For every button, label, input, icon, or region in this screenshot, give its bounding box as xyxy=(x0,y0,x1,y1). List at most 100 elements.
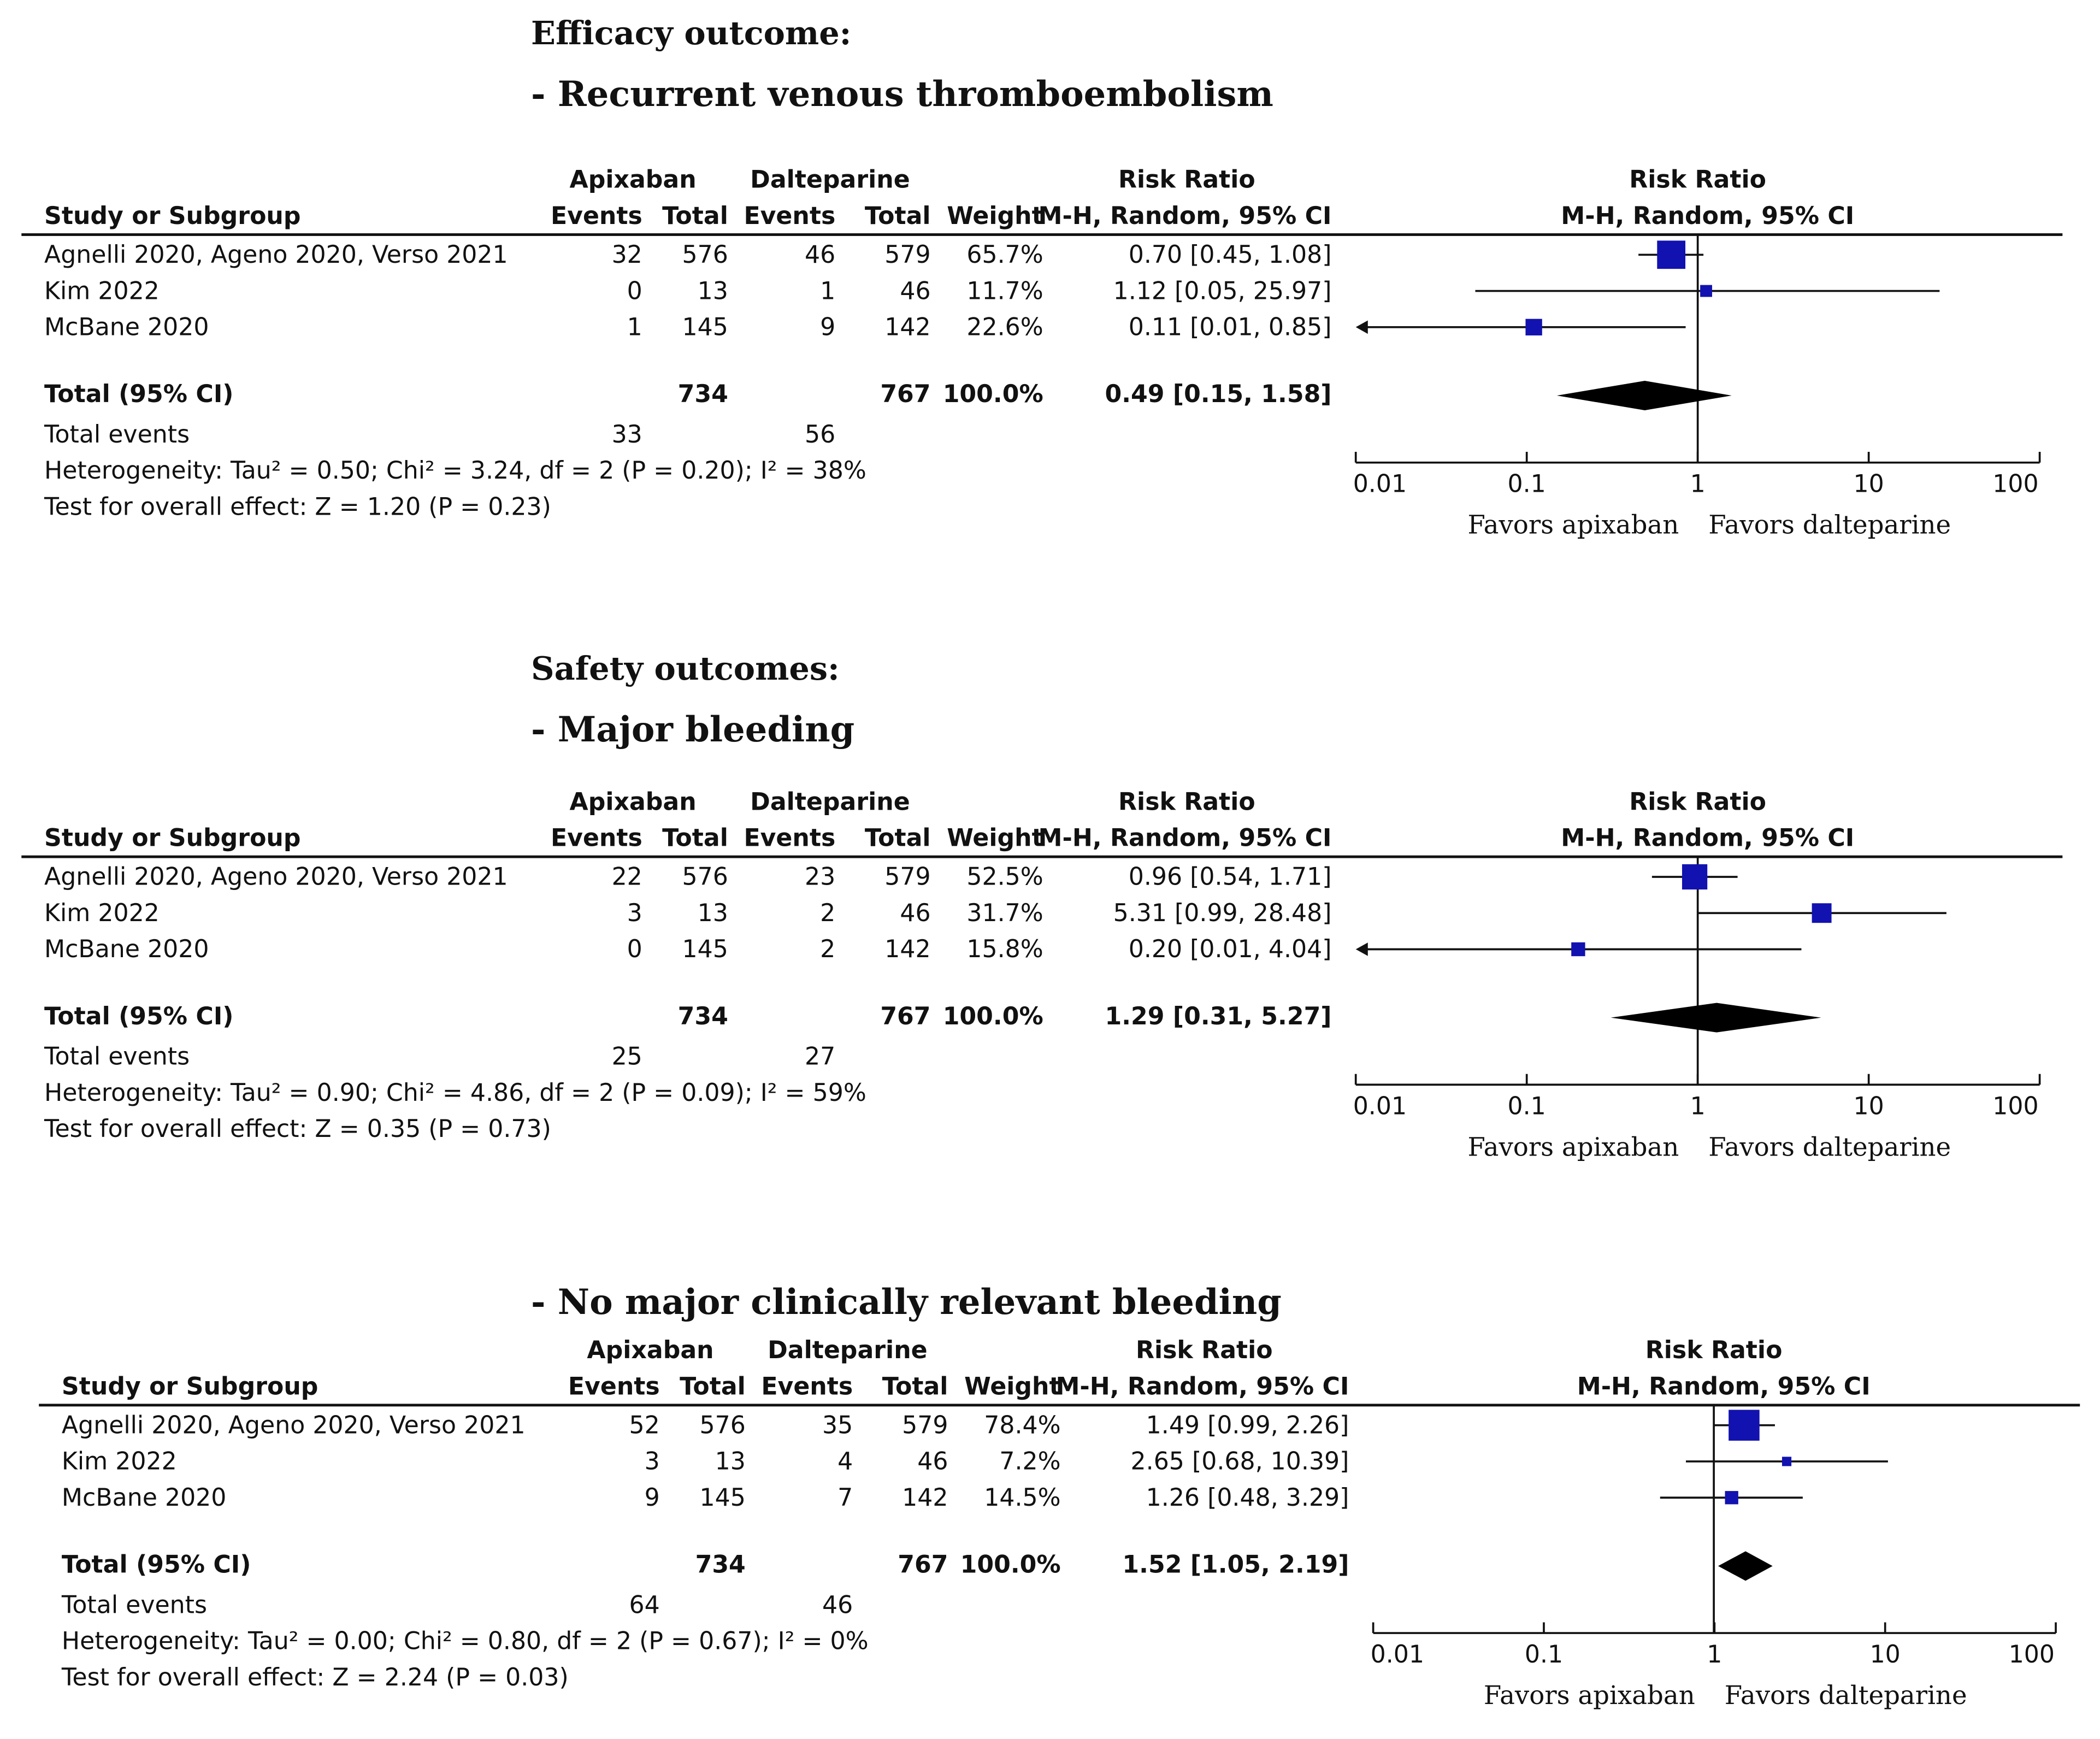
total-events1: 25 xyxy=(611,1043,642,1071)
pooled-ci-cell: 0.49 [0.15, 1.58] xyxy=(1105,380,1332,409)
total2-sum: 767 xyxy=(880,380,931,409)
study-column-header: Study or Subgroup xyxy=(44,824,301,853)
total-events1: 64 xyxy=(629,1591,660,1620)
pooled-diamond xyxy=(1556,380,1732,410)
rr-method-table-header: M-H, Random, 95% CI xyxy=(1055,1372,1349,1401)
group2-header: Dalteparine xyxy=(768,1336,928,1365)
total1-cell: 576 xyxy=(682,863,728,892)
x-tick-label: 0.1 xyxy=(1508,1092,1546,1120)
rr-ci-cell: 1.26 [0.48, 3.29] xyxy=(1146,1484,1349,1513)
study-name: McBane 2020 xyxy=(44,314,209,342)
total1-sum: 734 xyxy=(677,1003,728,1031)
forest-plot-1: 0.01 0.1 1 10 100 Favors apixaban Favors dalte… xyxy=(1353,234,2041,540)
total1-cell: 13 xyxy=(697,277,728,306)
total1-cell: 145 xyxy=(682,935,728,964)
study-point-estimate xyxy=(1812,903,1832,923)
total-events2: 27 xyxy=(805,1043,836,1071)
major-bleeding-subheading: - Major bleeding xyxy=(531,710,855,751)
total2-cell: 46 xyxy=(917,1448,948,1476)
weight-cell: 78.4% xyxy=(984,1412,1061,1440)
weight-header: Weight xyxy=(947,202,1043,231)
study-point-estimate xyxy=(1525,319,1542,335)
study-point-estimate xyxy=(1682,864,1708,890)
rr-ci-cell: 0.20 [0.01, 4.04] xyxy=(1128,935,1332,964)
x-tick-label: 1 xyxy=(1690,470,1706,498)
events2-cell: 35 xyxy=(822,1412,853,1440)
ci-clip-arrow xyxy=(1355,320,1368,334)
total2-cell: 142 xyxy=(884,935,931,964)
study-name: Agnelli 2020, Ageno 2020, Verso 2021 xyxy=(61,1412,526,1440)
events1-header: Events xyxy=(550,824,642,853)
total1-cell: 13 xyxy=(715,1448,746,1476)
study-name: McBane 2020 xyxy=(44,935,209,964)
weight-cell: 52.5% xyxy=(966,863,1043,892)
total1-cell: 576 xyxy=(682,241,728,270)
total2-cell: 579 xyxy=(884,241,931,270)
events2-header: Events xyxy=(761,1372,853,1401)
favors-left-label: Favors apixaban xyxy=(1467,510,1679,540)
header-rule xyxy=(21,233,2063,236)
total-events1: 33 xyxy=(611,421,642,450)
study-point-estimate xyxy=(1725,1491,1738,1505)
overall-effect-text: Test for overall effect: Z = 2.24 (P = 0… xyxy=(61,1664,569,1693)
events1-cell: 22 xyxy=(611,863,642,892)
study-point-estimate xyxy=(1700,285,1712,297)
nmcrb-subheading: - No major clinically relevant bleeding xyxy=(531,1283,1282,1324)
total1-cell: 145 xyxy=(699,1484,746,1513)
total1-header: Total xyxy=(680,1372,746,1401)
total2-sum: 767 xyxy=(898,1551,948,1579)
pooled-diamond xyxy=(1718,1551,1773,1581)
efficacy-heading: Efficacy outcome: xyxy=(531,13,852,52)
total1-header: Total xyxy=(662,824,728,853)
rr-ci-cell: 0.11 [0.01, 0.85] xyxy=(1128,314,1332,342)
x-tick-label: 0.1 xyxy=(1525,1641,1563,1669)
group2-header: Dalteparine xyxy=(750,166,910,194)
total1-sum: 734 xyxy=(677,380,728,409)
total2-header: Total xyxy=(864,824,931,853)
weight-cell: 65.7% xyxy=(966,241,1043,270)
weight-cell: 11.7% xyxy=(966,277,1043,306)
total-label: Total (95% CI) xyxy=(44,380,234,409)
study-name: Kim 2022 xyxy=(44,277,160,306)
study-name: McBane 2020 xyxy=(61,1484,227,1513)
rr-table-header: Risk Ratio xyxy=(1135,1336,1273,1365)
total2-header: Total xyxy=(882,1372,948,1401)
study-point-estimate xyxy=(1729,1410,1760,1441)
x-tick-label: 0.01 xyxy=(1353,470,1407,498)
forest-plot-2: 0.01 0.1 1 10 100 Favors apixaban Favors dalte… xyxy=(1353,857,2041,1162)
favors-left-label: Favors apixaban xyxy=(1484,1681,1695,1710)
heterogeneity-text: Heterogeneity: Tau² = 0.00; Chi² = 0.80,… xyxy=(61,1628,869,1656)
x-tick-label: 100 xyxy=(2009,1641,2055,1669)
group1-header: Apixaban xyxy=(569,788,697,817)
total2-cell: 46 xyxy=(900,899,931,928)
pooled-ci-cell: 1.52 [1.05, 2.19] xyxy=(1122,1551,1349,1579)
study-point-estimate xyxy=(1782,1457,1792,1466)
total2-cell: 142 xyxy=(884,314,931,342)
overall-effect-text: Test for overall effect: Z = 0.35 (P = 0… xyxy=(44,1115,551,1144)
rr-plot-header: Risk Ratio xyxy=(1629,788,1766,817)
forest-plot-3: 0.01 0.1 1 10 100 Favors apixaban Favors dalte… xyxy=(1371,1405,2057,1710)
x-tick-label: 1 xyxy=(1690,1092,1706,1120)
favors-right-label: Favors dalteparine xyxy=(1725,1681,1967,1710)
header-rule xyxy=(21,855,2063,858)
x-tick-label: 100 xyxy=(1992,470,2038,498)
forest-panel-1: Apixaban Dalteparine Risk Ratio Risk Ratio S… xyxy=(0,166,2100,555)
events1-cell: 3 xyxy=(644,1448,660,1476)
rr-ci-cell: 0.96 [0.54, 1.71] xyxy=(1128,863,1332,892)
rr-plot-header: Risk Ratio xyxy=(1629,166,1766,194)
x-tick-label: 100 xyxy=(1992,1092,2038,1120)
total-events-label: Total events xyxy=(61,1591,208,1620)
total2-cell: 579 xyxy=(902,1412,948,1440)
total1-cell: 145 xyxy=(682,314,728,342)
weight-sum: 100.0% xyxy=(942,1003,1043,1031)
x-tick-label: 0.01 xyxy=(1371,1641,1424,1669)
weight-cell: 15.8% xyxy=(966,935,1043,964)
safety-heading: Safety outcomes: xyxy=(531,649,840,688)
rr-ci-cell: 0.70 [0.45, 1.08] xyxy=(1128,241,1332,270)
header-rule xyxy=(39,1404,2080,1407)
heterogeneity-text: Heterogeneity: Tau² = 0.50; Chi² = 3.24,… xyxy=(44,457,866,486)
forest-panel-2: Apixaban Dalteparine Risk Ratio Risk Ratio S… xyxy=(0,788,2100,1177)
study-name: Agnelli 2020, Ageno 2020, Verso 2021 xyxy=(44,863,508,892)
total1-sum: 734 xyxy=(695,1551,746,1579)
